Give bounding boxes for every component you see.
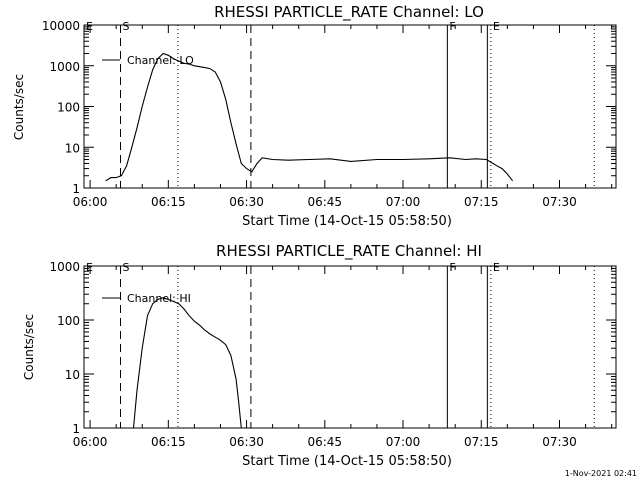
chart-panel-lo: RHESSI PARTICLE_RATE Channel: LO Counts/… — [12, 3, 617, 229]
y-tick-label: 1000 — [49, 260, 80, 274]
y-tick-label: 1 — [72, 422, 80, 436]
chart-title: RHESSI PARTICLE_RATE Channel: LO — [214, 3, 484, 22]
y-tick-label: 100 — [57, 101, 80, 115]
event-marker-label: E — [86, 261, 93, 274]
y-axis-label: Counts/sec — [12, 74, 26, 140]
event-marker-label: E — [493, 261, 500, 274]
x-tick-label: 07:15 — [464, 435, 499, 449]
x-tick-label: 06:15 — [151, 195, 186, 209]
event-marker-label: F — [449, 261, 455, 274]
x-tick-label: 07:00 — [386, 435, 421, 449]
x-tick-label: 06:30 — [229, 195, 264, 209]
plot-frame — [83, 24, 617, 189]
y-tick-label: 10 — [65, 368, 80, 382]
x-tick-label: 06:00 — [73, 195, 108, 209]
x-tick-label: 07:30 — [542, 195, 577, 209]
event-marker-label: S — [123, 261, 130, 274]
x-axis-label: Start Time (14-Oct-15 05:58:50) — [242, 454, 452, 469]
event-marker-label: S — [123, 20, 130, 33]
y-tick-label: 10000 — [42, 19, 80, 33]
chart-panel-hi: RHESSI PARTICLE_RATE Channel: HI Counts/… — [22, 242, 617, 469]
legend-label: Channel: HI — [127, 292, 191, 305]
event-marker-label: E — [86, 20, 93, 33]
y-tick-label: 10 — [65, 141, 80, 155]
x-tick-label: 06:30 — [229, 435, 264, 449]
x-tick-label: 06:45 — [307, 435, 342, 449]
series-line — [132, 297, 242, 429]
footer-timestamp: 1-Nov-2021 02:41 — [565, 469, 637, 478]
event-marker-label: E — [493, 20, 500, 33]
y-tick-label: 1000 — [49, 60, 80, 74]
x-tick-label: 06:00 — [73, 435, 108, 449]
plot-frame — [83, 265, 617, 429]
x-tick-label: 06:15 — [151, 435, 186, 449]
y-tick-label: 1 — [72, 182, 80, 196]
series-line — [105, 52, 514, 182]
x-tick-label: 06:45 — [307, 195, 342, 209]
x-tick-label: 07:15 — [464, 195, 499, 209]
x-tick-label: 07:30 — [542, 435, 577, 449]
event-marker-label: F — [449, 20, 455, 33]
chart-title: RHESSI PARTICLE_RATE Channel: HI — [216, 242, 482, 261]
x-tick-label: 07:00 — [386, 195, 421, 209]
y-axis-label: Counts/sec — [22, 314, 36, 380]
x-axis-label: Start Time (14-Oct-15 05:58:50) — [242, 214, 452, 229]
legend-label: Channel: LO — [127, 54, 194, 67]
y-tick-label: 100 — [57, 314, 80, 328]
